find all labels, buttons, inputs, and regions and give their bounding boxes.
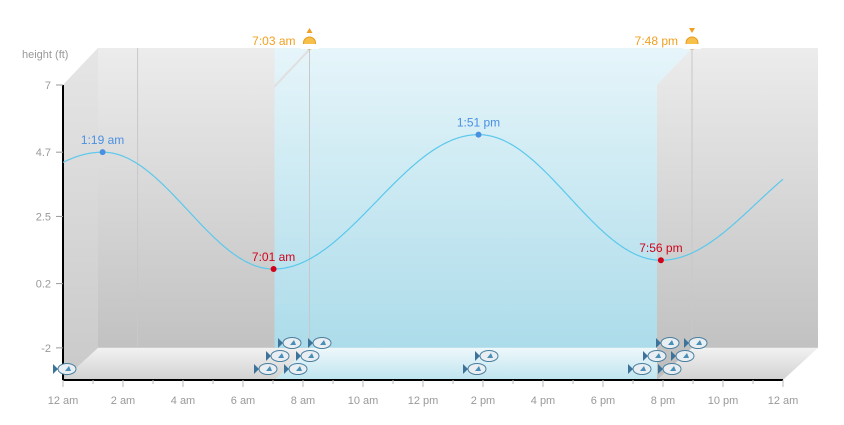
left-wall-shade — [63, 48, 98, 380]
y-tick-label: -2 — [41, 343, 51, 355]
fish-fin — [308, 353, 314, 358]
low-tide-point — [657, 257, 664, 264]
fish-tail — [53, 364, 58, 374]
low-tide-label: 7:01 am — [252, 250, 295, 264]
x-tick-label: 12 am — [48, 395, 79, 407]
x-tick-label: 4 am — [171, 395, 195, 407]
y-tick-label: 4.7 — [36, 147, 51, 159]
y-tick-label: 2.5 — [36, 211, 51, 223]
fish-fin — [655, 353, 661, 358]
sunset-label: 7:48 pm — [635, 34, 678, 48]
fish-fin — [475, 366, 481, 371]
fish-fin — [670, 366, 676, 371]
fish-fin — [640, 366, 646, 371]
fish-fin — [278, 353, 284, 358]
fish-tail — [684, 338, 689, 348]
x-tick-label: 12 am — [768, 395, 799, 407]
y-axis-title: height (ft) — [22, 49, 68, 61]
fish-icon — [475, 350, 499, 362]
y-tick-label: 0.2 — [36, 279, 51, 291]
fish-icon — [278, 337, 302, 349]
fish-fin — [290, 340, 296, 345]
horizon — [683, 44, 701, 49]
x-tick-label: 8 am — [291, 395, 315, 407]
sunrise-up-arrow-icon — [306, 28, 313, 33]
fish-icon — [284, 363, 308, 375]
fish-icon — [684, 337, 708, 349]
x-tick-label: 10 pm — [708, 395, 739, 407]
fish-icon — [643, 350, 667, 362]
fish-tail — [671, 351, 676, 361]
x-tick-label: 2 am — [111, 395, 135, 407]
high-tide-point — [475, 131, 482, 138]
fish-fin — [65, 366, 71, 371]
fish-fin — [487, 353, 493, 358]
fish-icon — [254, 363, 278, 375]
y-tick-label: 7 — [45, 80, 51, 92]
high-tide-label: 1:19 am — [81, 133, 124, 147]
day-top-edge-left — [274, 48, 310, 88]
fish-fin — [696, 340, 702, 345]
fish-tail — [308, 338, 313, 348]
x-tick-label: 6 pm — [591, 395, 615, 407]
fish-icon — [296, 350, 320, 362]
fish-tail — [254, 364, 259, 374]
sunrise-label: 7:03 am — [252, 34, 295, 48]
fish-tail — [463, 364, 468, 374]
fish-fin — [683, 353, 689, 358]
x-tick-label: 6 am — [231, 395, 255, 407]
fish-fin — [668, 340, 674, 345]
x-tick-label: 2 pm — [471, 395, 495, 407]
high-tide-point — [99, 149, 106, 156]
x-tick-label: 8 pm — [651, 395, 675, 407]
fish-icon — [656, 337, 680, 349]
horizon — [300, 44, 319, 49]
fish-icon — [308, 337, 332, 349]
x-tick-label: 12 pm — [408, 395, 439, 407]
fish-fin — [320, 340, 326, 345]
fish-tail — [658, 364, 663, 374]
low-tide-point — [270, 266, 277, 273]
fish-tail — [656, 338, 661, 348]
fish-icon — [266, 350, 290, 362]
fish-icon — [671, 350, 695, 362]
fish-tail — [475, 351, 480, 361]
fish-tail — [628, 364, 633, 374]
fish-tail — [278, 338, 283, 348]
x-tick-label: 10 am — [348, 395, 379, 407]
fish-icon — [658, 363, 682, 375]
fish-fin — [296, 366, 302, 371]
x-tick-label: 4 pm — [531, 395, 555, 407]
fish-tail — [296, 351, 301, 361]
fish-tail — [266, 351, 271, 361]
daylight-region — [274, 48, 692, 380]
fish-icon — [463, 363, 487, 375]
fish-icon — [628, 363, 652, 375]
high-tide-label: 1:51 pm — [457, 116, 500, 130]
sunset-down-arrow-icon — [689, 28, 695, 33]
floor-daylight — [274, 347, 692, 380]
fish-tail — [643, 351, 648, 361]
night-overlay-right — [657, 48, 692, 380]
fish-tail — [284, 364, 289, 374]
low-tide-label: 7:56 pm — [639, 241, 682, 255]
fish-icon — [53, 363, 77, 375]
fish-fin — [266, 366, 272, 371]
